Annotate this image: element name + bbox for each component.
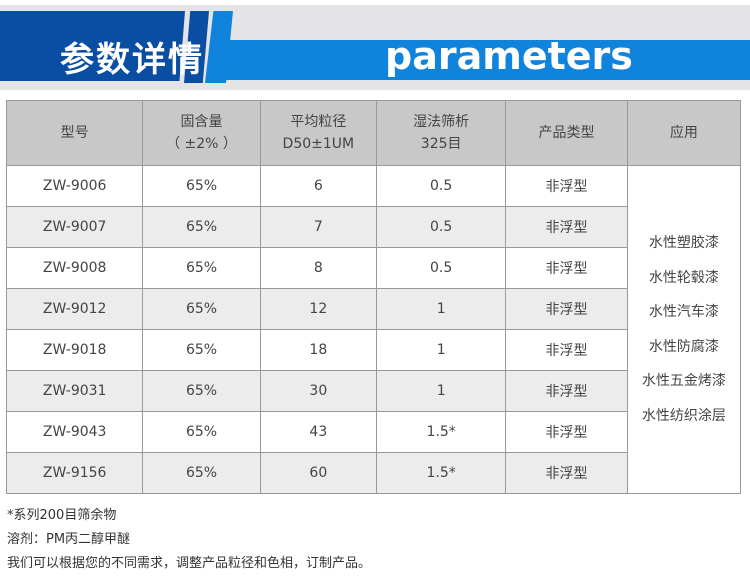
table-cell: ZW-9031 bbox=[5, 370, 144, 412]
table-cell: 1 bbox=[375, 329, 507, 371]
table-cell: 非浮型 bbox=[505, 288, 628, 330]
notes: *系列200目筛余物 溶剂：PM丙二醇甲醚 我们可以根据您的不同需求，调整产品粒… bbox=[7, 504, 371, 576]
table-cell: 12 bbox=[259, 288, 377, 330]
column-header: 固含量 （ ±2% ） bbox=[142, 100, 261, 166]
table-cell: 65% bbox=[142, 452, 261, 494]
column-header: 型号 bbox=[5, 100, 144, 166]
application-item: 水性汽车漆 bbox=[648, 304, 719, 320]
note: 溶剂：PM丙二醇甲醚 bbox=[7, 532, 131, 547]
table-cell: 1.5* bbox=[375, 452, 507, 494]
table-cell: 30 bbox=[259, 370, 377, 412]
table-cell: ZW-9043 bbox=[5, 411, 144, 453]
table-cell: 1.5* bbox=[375, 411, 507, 453]
banner-dark-block bbox=[0, 11, 185, 81]
table-cell: 非浮型 bbox=[505, 452, 628, 494]
table-cell: 65% bbox=[142, 247, 261, 289]
column-header: 平均粒径 D50±1UM bbox=[259, 100, 377, 166]
application-item: 水性防腐漆 bbox=[648, 338, 719, 355]
parameters-table: 型号 固含量 （ ±2% ） 平均粒径 D50±1UM 湿法筛析 325目 产品类型 应用 ZW… bbox=[5, 100, 742, 494]
table-cell: ZW-9008 bbox=[5, 247, 144, 289]
header-text: D50±1UM bbox=[282, 136, 355, 152]
table-cell: 65% bbox=[142, 288, 261, 330]
header-text: 型号 bbox=[60, 125, 89, 141]
note: 我们可以根据您的不同需求，调整产品粒径和色相，订制产品。 bbox=[7, 556, 372, 571]
table-cell: 非浮型 bbox=[505, 329, 628, 371]
table-cell: 65% bbox=[142, 329, 261, 371]
table-cell: ZW-9006 bbox=[5, 165, 144, 207]
table-cell: 65% bbox=[142, 411, 261, 453]
table-cell: 非浮型 bbox=[505, 206, 628, 248]
table-row: ZW-9043 65% 43 1.5* 非浮型 bbox=[5, 411, 741, 453]
banner-band bbox=[224, 40, 750, 80]
table-row: ZW-9031 65% 30 1 非浮型 bbox=[5, 370, 741, 412]
table-cell: 65% bbox=[142, 165, 261, 207]
table-cell: 65% bbox=[142, 370, 261, 412]
table-cell: 60 bbox=[259, 452, 377, 494]
table-row: ZW-9156 65% 60 1.5* 非浮型 bbox=[5, 452, 741, 494]
table-cell: 非浮型 bbox=[505, 411, 628, 453]
table-cell: ZW-9012 bbox=[5, 288, 144, 330]
table-cell: 0.5 bbox=[375, 165, 507, 207]
table-cell: 18 bbox=[259, 329, 377, 371]
table-cell: 43 bbox=[259, 411, 377, 453]
title-en: parameters bbox=[385, 34, 633, 78]
table-cell: 7 bbox=[259, 206, 377, 248]
table-row: ZW-9006 65% 6 0.5 非浮型 水性塑胶漆 水性轮毂漆 水性汽车漆 水性防腐漆 水性五… bbox=[5, 165, 742, 494]
table-cell: 非浮型 bbox=[505, 165, 628, 207]
applications-cell: 水性塑胶漆水性轮毂漆水性汽车漆水性防腐漆水性五金烤漆 水性纺织涂层 bbox=[626, 165, 742, 494]
table-cell: 8 bbox=[259, 247, 377, 289]
table-cell: ZW-9156 bbox=[5, 452, 144, 494]
header-text: （ ±2% ） bbox=[166, 136, 237, 152]
header-text: 平均粒径 bbox=[290, 114, 347, 130]
table-cell: 0.5 bbox=[375, 206, 507, 248]
table-cell: 1 bbox=[375, 288, 507, 330]
table-cell: ZW-9018 bbox=[5, 329, 144, 371]
table-row: ZW-9008 65% 8 0.5 非浮型 bbox=[5, 247, 741, 289]
table-row: ZW-9012 65% 12 1 非浮型 bbox=[5, 288, 741, 330]
table-cell: 1 bbox=[375, 370, 507, 412]
column-header: 湿法筛析 325目 bbox=[375, 100, 507, 166]
table-row: ZW-9007 65% 7 0.5 非浮型 bbox=[5, 206, 741, 248]
header-text: 应用 bbox=[669, 125, 698, 141]
table-cell: 非浮型 bbox=[505, 370, 628, 412]
table-cell: 65% bbox=[142, 206, 261, 248]
header-text: 固含量 bbox=[180, 114, 223, 130]
header-text: 325目 bbox=[420, 136, 462, 152]
application-item: 水性塑胶漆 bbox=[648, 235, 719, 251]
table-cell: 6 bbox=[259, 165, 377, 207]
application-item: 水性五金烤漆 bbox=[641, 373, 726, 389]
header-text: 湿法筛析 bbox=[413, 114, 470, 130]
header-text: 产品类型 bbox=[538, 125, 595, 141]
table-cell: ZW-9007 bbox=[5, 206, 144, 248]
application-item: 水性轮毂漆 bbox=[648, 269, 719, 286]
column-header: 产品类型 bbox=[505, 100, 628, 166]
table-cell: 0.5 bbox=[375, 247, 507, 289]
column-header: 应用 bbox=[626, 100, 742, 166]
title-cn: 参数详情 bbox=[60, 40, 204, 80]
application-item: 水性纺织涂层 bbox=[641, 407, 726, 424]
table-cell: 非浮型 bbox=[505, 247, 628, 289]
note: *系列200目筛余物 bbox=[7, 508, 117, 523]
